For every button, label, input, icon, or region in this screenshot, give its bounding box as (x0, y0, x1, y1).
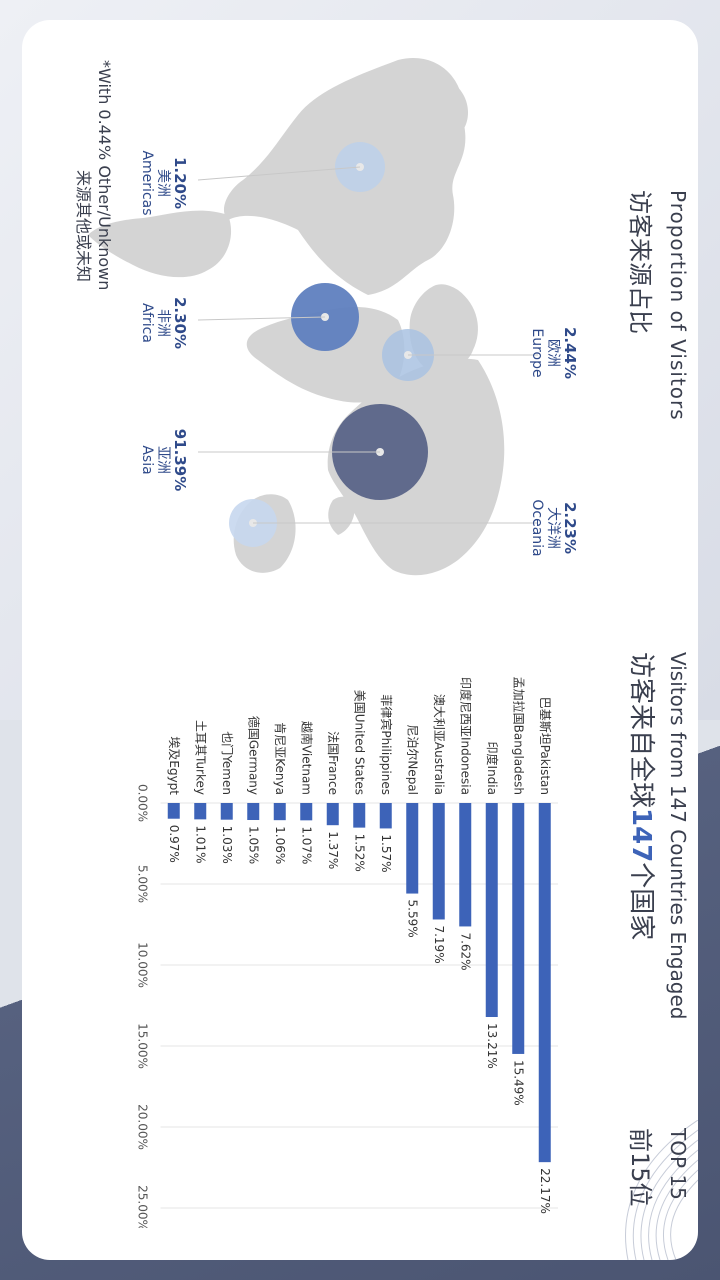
category-label: 越南Vietnam (299, 721, 314, 795)
bar (459, 803, 472, 927)
x-tick-label: 15.00% (136, 1023, 150, 1069)
bar-value-label: 1.05% (246, 826, 260, 864)
bar (512, 803, 525, 1054)
top15-label-cn: 前15位 (626, 1128, 654, 1207)
label-oceania: 2.23% 大洋洲 Oceania (528, 488, 579, 568)
category-label: 巴基斯坦Pakistan (538, 697, 552, 795)
x-tick-label: 5.00% (136, 865, 150, 903)
bar (247, 803, 260, 821)
bar-value-label: 15.49% (511, 1060, 525, 1106)
countries-count: 147 (626, 808, 656, 863)
label-europe: 2.44% 欧洲 Europe (528, 318, 579, 388)
bar (538, 803, 551, 1163)
bar-value-label: 1.01% (193, 825, 207, 863)
category-label: 美国United States (352, 690, 366, 795)
note-line-2: 来源其他或未知 (74, 170, 94, 283)
americas-pct: 1.20% (171, 156, 189, 210)
africa-pct: 2.30% (171, 296, 189, 350)
africa-en: Africa (138, 303, 155, 343)
category-label: 埃及Egypt (167, 736, 181, 795)
category-label: 澳大利亚Australia (432, 694, 446, 795)
category-label: 印度India (485, 742, 500, 795)
south-america-shape (88, 210, 232, 278)
content-card: Proportion of Visitors 访客来源占比 (22, 20, 698, 1260)
asia-cn: 亚洲 (154, 446, 171, 474)
other-unknown-note: *With 0.44% Other/Unknown 来源其他或未知 (72, 60, 114, 290)
bar-value-label: 5.59% (405, 900, 419, 938)
bar-value-label: 1.57% (379, 834, 393, 872)
world-map (88, 58, 538, 576)
category-label: 尼泊尔Nepal (405, 724, 420, 795)
category-label: 印度尼西亚Indonesia (458, 677, 473, 795)
bar-value-label: 1.37% (326, 831, 340, 869)
oceania-en: Oceania (528, 499, 545, 557)
bar (194, 803, 207, 820)
europe-cn: 欧洲 (544, 339, 561, 367)
x-tick-label: 25.00% (136, 1185, 150, 1228)
asia-pct: 91.39% (171, 428, 189, 492)
countries-title-cn: 访客来自全球147个国家 (625, 652, 662, 940)
bar (273, 803, 286, 821)
africa-shape (246, 307, 405, 403)
bar (220, 803, 233, 820)
bar (406, 803, 419, 894)
bar-value-label: 7.62% (458, 932, 472, 970)
asia-en: Asia (138, 445, 155, 475)
bar-value-label: 7.19% (432, 925, 446, 963)
category-label: 德国Germany (246, 716, 261, 795)
label-americas: 1.20% 美洲 Americas (138, 148, 189, 218)
oceania-cn: 大洋洲 (544, 507, 561, 549)
note-line-1: *With 0.44% Other/Unknown (95, 60, 114, 291)
bar-value-label: 1.52% (352, 834, 366, 872)
europe-pct: 2.44% (561, 326, 579, 380)
se-asia-shape (328, 496, 355, 535)
oceania-pct: 2.23% (561, 501, 579, 555)
bar-value-label: 1.07% (299, 826, 313, 864)
countries-title-en: Visitors from 147 Countries Engaged (666, 652, 690, 1020)
bar (379, 803, 392, 829)
label-asia: 91.39% 亚洲 Asia (138, 420, 189, 500)
category-label: 菲律宾Philippines (379, 694, 394, 795)
x-tick-label: 20.00% (136, 1104, 150, 1150)
bar (300, 803, 313, 821)
europe-en: Europe (528, 328, 545, 378)
africa-cn: 非洲 (154, 309, 171, 337)
bar-value-label: 1.03% (220, 826, 234, 864)
bar-value-label: 22.17% (538, 1168, 552, 1214)
bar (353, 803, 366, 828)
category-label: 肯尼亚Kenya (273, 722, 287, 795)
x-tick-label: 0.00% (136, 784, 150, 822)
category-label: 孟加拉国Bangladesh (511, 677, 526, 795)
bar (167, 803, 180, 819)
wave-decoration (625, 1120, 698, 1260)
americas-en: Americas (138, 150, 155, 216)
americas-cn: 美洲 (154, 169, 171, 197)
bar-value-label: 0.97% (167, 825, 181, 863)
greenland-shape (430, 80, 468, 130)
label-africa: 2.30% 非洲 Africa (138, 288, 189, 358)
bar-value-label: 13.21% (485, 1023, 499, 1069)
countries-bar-chart: 0.00% 5.00% 10.00% 15.00% 20.00% 25.00% 巴基斯坦Pa… (136, 677, 558, 1228)
category-label: 法国France (326, 731, 340, 795)
category-label: 土耳其Turkey (193, 720, 207, 795)
top15-label-en: TOP 15 (666, 1128, 690, 1200)
bar (326, 803, 339, 826)
bar (432, 803, 445, 920)
bar (485, 803, 498, 1018)
category-label: 也门Yemen (220, 731, 235, 795)
countries-title-cn-post: 个国家 (626, 862, 656, 941)
rotated-content: Proportion of Visitors 访客来源占比 (22, 20, 698, 1260)
x-tick-label: 10.00% (136, 942, 150, 988)
countries-title-cn-pre: 访客来自全球 (626, 652, 656, 809)
bar-value-label: 1.06% (273, 826, 287, 864)
